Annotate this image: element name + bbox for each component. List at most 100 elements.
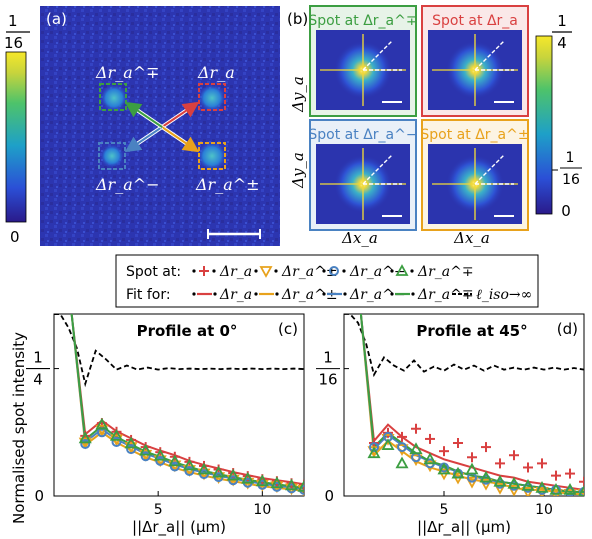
box-tr: [198, 83, 226, 111]
data-point-3-10: [226, 468, 240, 481]
panel-label: (c): [278, 320, 298, 338]
subpanel-title-3: Spot at Δr_a^±: [420, 127, 529, 143]
data-point-3-6: [168, 454, 182, 467]
data-point-3-15: [297, 479, 304, 492]
arrow-y: [161, 126, 200, 153]
panel-a: 1 16 0 (a) Δr_a^∓ Δr_a Δr_a^− Δr_a^±: [4, 6, 280, 246]
data-point-3-1: [95, 417, 109, 430]
xlabel-b-left: Δx_a: [341, 229, 378, 247]
spot-label-br: Δr_a^±: [195, 175, 260, 194]
legend-spot-dot-left-1: [254, 269, 258, 273]
data-point-2-0: [369, 442, 379, 453]
data-point-3-11: [521, 478, 535, 491]
spot-tr: [198, 84, 226, 112]
data-point-2-2: [111, 436, 122, 447]
shared-ylabel: Normalised spot intensity: [10, 332, 28, 524]
plot-frame: [343, 313, 585, 497]
legend-fit-dot-left-0: [192, 292, 196, 296]
data-point-3-1: [381, 438, 395, 450]
arrow-r: [161, 101, 200, 128]
legend-fit-label-0: Δr_a: [219, 287, 252, 303]
colorbar-b-mid-num: 1: [566, 150, 575, 166]
box-bl: [98, 142, 126, 170]
data-point-3-11: [241, 471, 255, 484]
legend-spot-dot-right-3: [410, 269, 414, 273]
data-point-3-3: [409, 442, 423, 455]
y-tick-den-1: 16: [318, 371, 337, 389]
colorbar-b-top-den: 4: [557, 34, 567, 52]
subpanel-cut-45-2: [362, 154, 393, 185]
y-tick-label-0: 0: [34, 487, 44, 505]
data-point-2-7: [184, 466, 195, 477]
legend-spot-marker-2: [329, 266, 339, 276]
fit-line-0: [359, 314, 584, 491]
legend-fit-label-2: Δr_a^−: [349, 287, 406, 303]
subpanel-title-2: Spot at Δr_a^−: [308, 127, 417, 143]
data-point-3-8: [197, 462, 211, 475]
legend-fit-dot-right-1: [275, 292, 279, 296]
spot-label-tr: Δr_a: [197, 63, 235, 82]
xlabel-b-right: Δx_a: [453, 229, 490, 247]
data-point-3-4: [423, 452, 437, 465]
y-tick-label-0: 0: [324, 487, 334, 505]
legend: Spot at: Fit for: Δr_a Δr_a Δr_a^± Δr_a^± Δr…: [115, 254, 539, 308]
colorbar-a-bottom-label: 0: [10, 228, 20, 246]
data-point-3-12: [535, 480, 549, 493]
data-point-1-9: [493, 482, 507, 495]
data-point-3-13: [270, 476, 284, 489]
colorbar-a-top-den: 16: [4, 34, 23, 52]
legend-spot-label-3: Δr_a^∓: [417, 264, 474, 280]
data-point-3-7: [182, 458, 196, 471]
data-point-3-3: [124, 436, 138, 449]
data-point-3-14: [563, 483, 577, 495]
chart-c: (c) Profile at 0° 5 10 0 1 4 ||Δr_a|| (μm): [26, 313, 305, 537]
legend-spot-dot-left-3: [390, 269, 394, 273]
x-tick-label-1: 10: [253, 502, 271, 518]
legend-fit-dot-left-1: [254, 292, 258, 296]
legend-fit-dot-left-3: [390, 292, 394, 296]
panel-label-b: (b): [287, 10, 308, 28]
data-point-3-13: [549, 483, 563, 495]
data-point-1-11: [521, 487, 535, 496]
y-tick-den-1: 4: [33, 371, 43, 389]
data-point-2-3: [126, 444, 137, 455]
iso-line: [54, 314, 304, 388]
arrow-g: [124, 101, 163, 128]
data-point-2-15: [579, 486, 584, 496]
panel-label: (d): [557, 320, 578, 338]
iso-line: [344, 314, 584, 378]
data-point-2-4: [140, 451, 151, 462]
colorbar-b: [535, 35, 553, 215]
data-point-3-7: [465, 462, 479, 475]
legend-fit-dot-right-3: [411, 292, 415, 296]
spot-bl: [100, 144, 124, 168]
colorbar-a: [5, 51, 27, 223]
data-point-3-0: [367, 446, 381, 459]
subpanel-title-0: Spot at Δr_a^∓: [308, 13, 417, 29]
data-point-1-8: [479, 478, 493, 491]
data-point-3-10: [507, 476, 521, 489]
legend-spot-marker-1: [259, 266, 273, 278]
chart-title: Profile at 0°: [137, 322, 238, 340]
chart-d: (d) Profile at 45° 5 10 0 1 16 ||Δr_a|| (μm): [316, 313, 585, 537]
data-point-2-6: [169, 461, 180, 472]
data-point-3-8: [479, 470, 493, 483]
y-tick-num-1: 1: [323, 349, 333, 367]
data-point-3-2: [395, 456, 409, 469]
legend-spot-marker-3: [395, 264, 409, 276]
data-point-1-7: [182, 465, 196, 477]
box-br: [198, 142, 226, 170]
colorbar-b-bottom-label: 0: [561, 202, 571, 220]
subpanel-cut-45-0: [362, 40, 393, 71]
legend-spot-label-0: Δr_a: [219, 264, 252, 280]
spot-label-tl: Δr_a^∓: [95, 63, 160, 82]
legend-spot-dot-right-0: [212, 269, 216, 273]
x-tick-label-0: 5: [440, 502, 449, 518]
data-point-3-15: [577, 485, 584, 496]
legend-fit-dot-right-2: [343, 292, 347, 296]
colorbar-b-mid-den: 16: [562, 172, 580, 188]
y-tick-num-1: 1: [33, 349, 43, 367]
legend-spot-label-2: Δr_a^−: [349, 264, 406, 280]
subpanel-cut-45-1: [474, 40, 505, 71]
legend-fit-label-1: Δr_a^±: [281, 287, 338, 303]
